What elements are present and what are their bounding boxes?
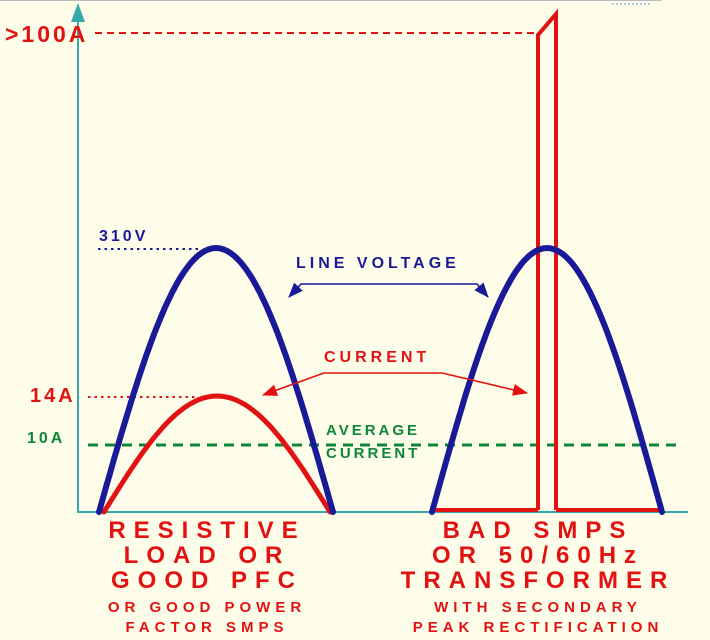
caption-line: TRANSFORMER — [400, 567, 676, 594]
y-tick-over-100a: >100A — [5, 21, 89, 47]
caption-line: BAD SMPS — [442, 517, 634, 544]
caption-subline: WITH SECONDARY — [434, 599, 642, 616]
caption-subline: FACTOR SMPS — [125, 619, 289, 636]
caption-line: OR 50/60Hz — [431, 542, 645, 569]
average-current-annotation-line1: AVERAGE — [326, 422, 421, 439]
caption-line: GOOD PFC — [110, 567, 303, 594]
y-tick-310v: 310V — [99, 228, 149, 245]
caption-line: LOAD OR — [123, 542, 291, 569]
y-tick-14a: 14A — [30, 385, 76, 407]
current-annotation: CURRENT — [324, 349, 431, 366]
caption-resistive-load: RESISTIVE LOAD OR GOOD PFC OR GOOD POWER… — [62, 518, 352, 638]
line-voltage-annotation: LINE VOLTAGE — [296, 255, 460, 272]
average-current-annotation-line2: CURRENT — [326, 445, 421, 462]
caption-subline: PEAK RECTIFICATION — [412, 619, 664, 636]
caption-line: RESISTIVE — [108, 517, 306, 544]
y-tick-10a: 10A — [27, 430, 66, 447]
caption-subline: OR GOOD POWER — [107, 599, 307, 616]
top-border-artifact — [0, 0, 662, 1]
clipped-text-artifact — [612, 1, 650, 5]
caption-bad-smps: BAD SMPS OR 50/60Hz TRANSFORMER WITH SEC… — [383, 518, 693, 638]
